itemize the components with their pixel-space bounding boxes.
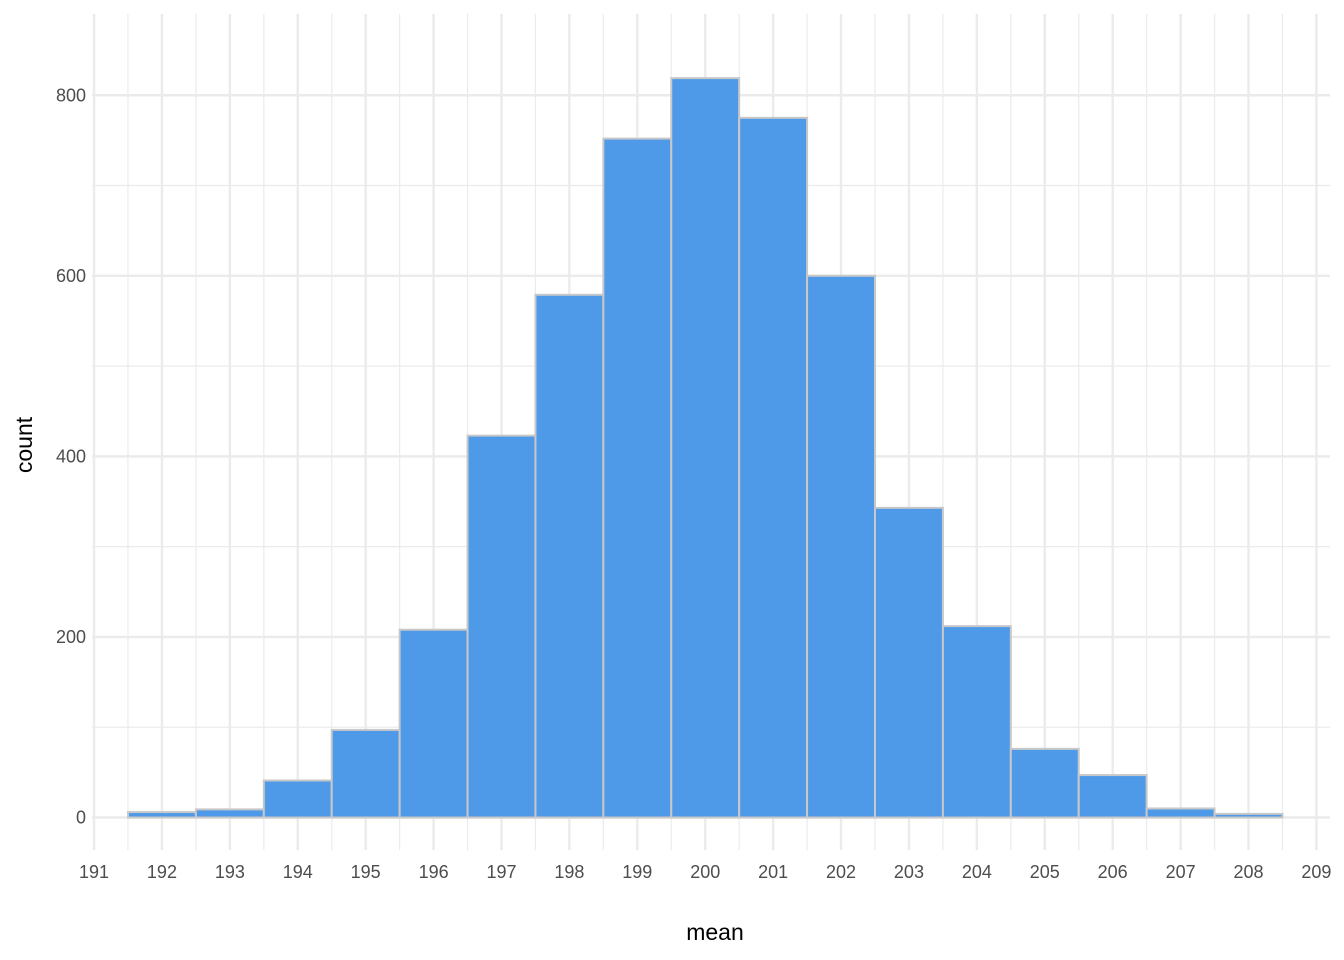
histogram-bar	[194, 808, 265, 819]
histogram-bar	[670, 77, 741, 819]
x-tick-label: 192	[147, 862, 177, 882]
y-axis-ticks: 0 200 400 600 800	[56, 85, 86, 827]
x-tick-label: 208	[1233, 862, 1263, 882]
x-tick-label: 197	[486, 862, 516, 882]
histogram-bar	[1009, 747, 1080, 819]
x-tick-label: 207	[1166, 862, 1196, 882]
x-tick-label: 202	[826, 862, 856, 882]
x-tick-label: 206	[1098, 862, 1128, 882]
x-axis-title: mean	[686, 919, 744, 945]
x-tick-label: 199	[622, 862, 652, 882]
y-tick-label: 400	[56, 446, 86, 466]
histogram-bar	[1077, 774, 1148, 819]
y-tick-label: 800	[56, 85, 86, 105]
histogram-bar	[874, 506, 944, 819]
histogram-bar	[1145, 807, 1216, 819]
histogram-bars	[126, 77, 1284, 819]
x-tick-label: 195	[351, 862, 381, 882]
x-tick-label: 198	[554, 862, 584, 882]
x-tick-label: 196	[419, 862, 449, 882]
x-tick-label: 193	[215, 862, 245, 882]
x-tick-label: 200	[690, 862, 720, 882]
y-axis-title: count	[11, 416, 37, 473]
histogram-bar	[602, 137, 673, 819]
histogram-bar	[941, 625, 1012, 819]
histogram-bar	[1213, 812, 1284, 819]
y-tick-label: 0	[76, 807, 86, 827]
histogram-bar	[738, 116, 809, 819]
histogram-bar	[126, 811, 197, 819]
histogram-bar	[330, 728, 401, 819]
y-tick-label: 600	[56, 266, 86, 286]
y-tick-label: 200	[56, 627, 86, 647]
x-tick-label: 194	[283, 862, 313, 882]
x-tick-label: 201	[758, 862, 788, 882]
x-tick-label: 203	[894, 862, 924, 882]
histogram-bar	[806, 274, 877, 819]
x-tick-label: 204	[962, 862, 992, 882]
x-tick-label: 191	[79, 862, 109, 882]
x-axis-ticks: 191 192 193 194 195 196 197 198 199 200 201 202 203 2…	[79, 862, 1331, 882]
x-tick-label: 205	[1030, 862, 1060, 882]
histogram-bar	[398, 628, 469, 819]
histogram-bar	[262, 779, 333, 819]
histogram-bar	[534, 293, 605, 819]
histogram-bar	[466, 434, 537, 819]
x-tick-label: 209	[1301, 862, 1331, 882]
